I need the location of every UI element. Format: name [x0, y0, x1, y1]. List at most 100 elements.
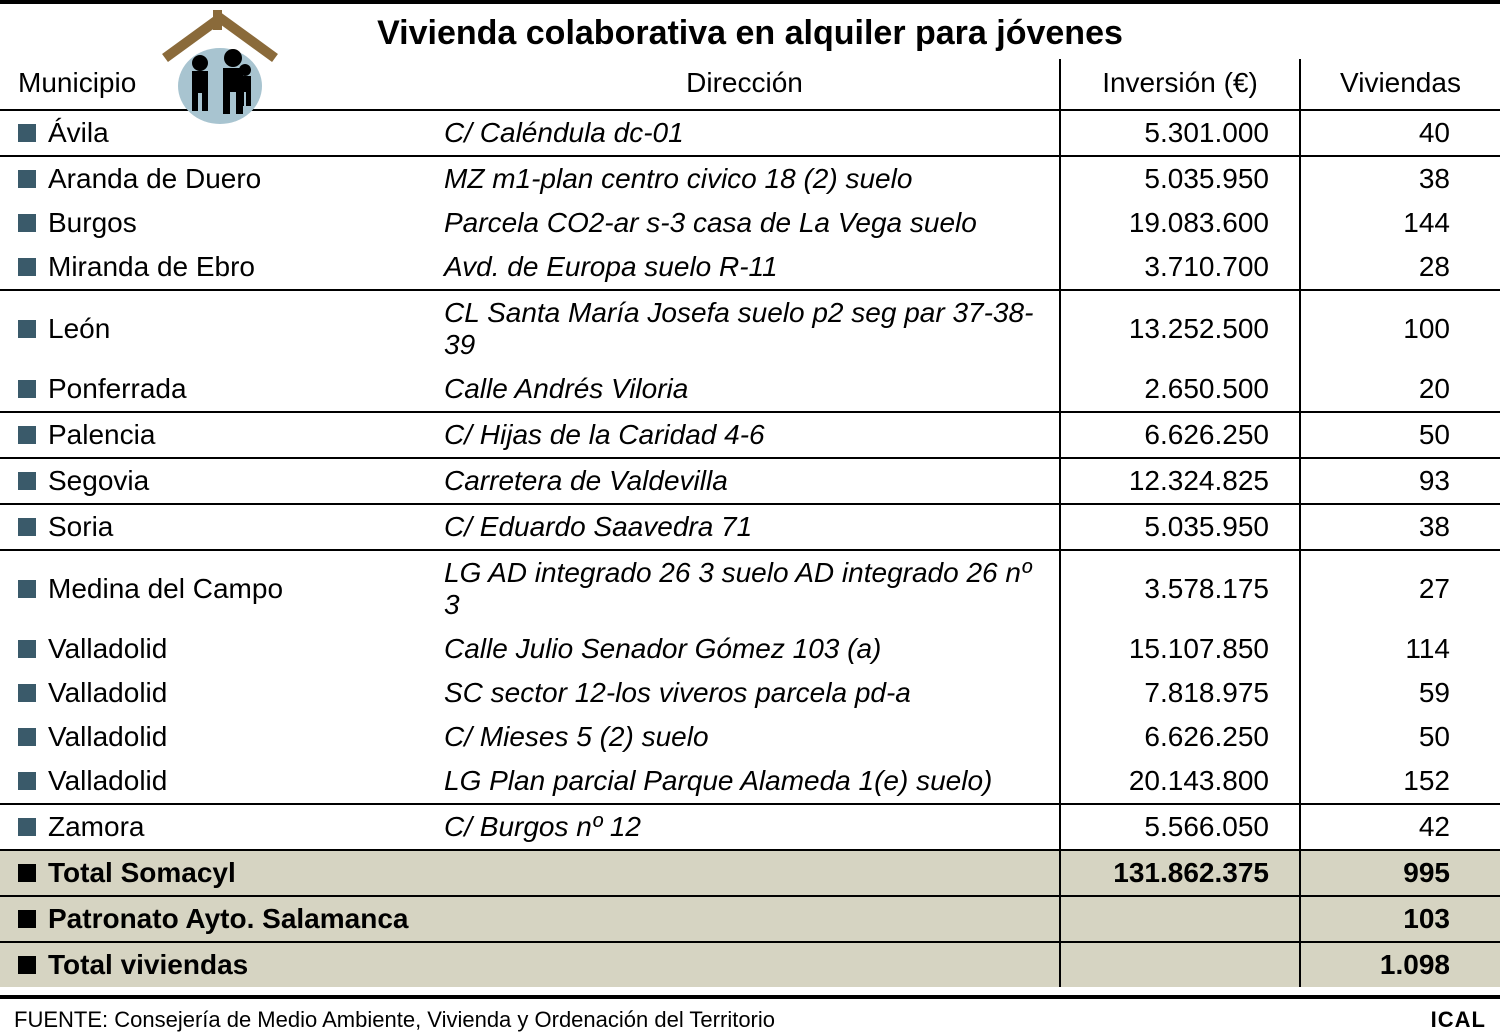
table-row: Miranda de Ebro Avd. de Europa suelo R-11…: [0, 245, 1500, 290]
municipio-label: Valladolid: [48, 721, 167, 752]
cell-municipio: Valladolid: [0, 759, 430, 804]
cell-direccion: C/ Burgos nº 12: [430, 804, 1060, 850]
cell-inversion: 6.626.250: [1060, 715, 1300, 759]
cell-municipio: Miranda de Ebro: [0, 245, 430, 290]
bullet-icon: [18, 728, 36, 746]
municipio-label: León: [48, 313, 110, 344]
cell-municipio: Zamora: [0, 804, 430, 850]
cell-direccion: C/ Mieses 5 (2) suelo: [430, 715, 1060, 759]
bullet-icon: [18, 170, 36, 188]
summary-inversion: [1060, 896, 1300, 942]
municipio-label: Ponferrada: [48, 373, 187, 404]
cell-municipio: León: [0, 290, 430, 367]
bullet-icon: [18, 956, 36, 974]
cell-viviendas: 50: [1300, 715, 1500, 759]
cell-municipio: Valladolid: [0, 715, 430, 759]
municipio-label: Miranda de Ebro: [48, 251, 255, 282]
table-row: ValladolidSC sector 12-los viveros parce…: [0, 671, 1500, 715]
municipio-label: Soria: [48, 511, 113, 542]
cell-inversion: 15.107.850: [1060, 627, 1300, 671]
cell-direccion: SC sector 12-los viveros parcela pd-a: [430, 671, 1060, 715]
cell-inversion: 12.324.825: [1060, 458, 1300, 504]
table-row: SegoviaCarretera de Valdevilla12.324.825…: [0, 458, 1500, 504]
summary-label-cell: Patronato Ayto. Salamanca: [0, 896, 430, 942]
summary-viviendas: 995: [1300, 850, 1500, 896]
bullet-icon: [18, 910, 36, 928]
cell-direccion: C/ Eduardo Saavedra 71: [430, 504, 1060, 550]
summary-label: Total Somacyl: [48, 857, 236, 888]
cell-direccion: Calle Julio Senador Gómez 103 (a): [430, 627, 1060, 671]
cell-viviendas: 50: [1300, 412, 1500, 458]
cell-direccion: C/ Caléndula dc-01: [430, 110, 1060, 156]
municipio-label: Palencia: [48, 419, 155, 450]
summary-label-cell: Total Somacyl: [0, 850, 430, 896]
cell-inversion: 3.710.700: [1060, 245, 1300, 290]
summary-viviendas: 103: [1300, 896, 1500, 942]
summary-label: Total viviendas: [48, 949, 248, 980]
table-row: BurgosParcela CO2-ar s-3 casa de La Vega…: [0, 201, 1500, 245]
table-row: ZamoraC/ Burgos nº 125.566.05042: [0, 804, 1500, 850]
cell-direccion: Avd. de Europa suelo R-11: [430, 245, 1060, 290]
table-row: PonferradaCalle Andrés Viloria2.650.5002…: [0, 367, 1500, 412]
cell-inversion: 7.818.975: [1060, 671, 1300, 715]
cell-municipio: Burgos: [0, 201, 430, 245]
cell-viviendas: 28: [1300, 245, 1500, 290]
brand-text: ICAL: [1431, 1007, 1486, 1033]
bullet-icon: [18, 472, 36, 490]
cell-inversion: 5.035.950: [1060, 156, 1300, 201]
table-row: Aranda de DueroMZ m1-plan centro civico …: [0, 156, 1500, 201]
cell-viviendas: 20: [1300, 367, 1500, 412]
bullet-icon: [18, 380, 36, 398]
cell-direccion: LG AD integrado 26 3 suelo AD integrado …: [430, 550, 1060, 627]
footer: FUENTE: Consejería de Medio Ambiente, Vi…: [0, 999, 1500, 1033]
summary-viviendas: 1.098: [1300, 942, 1500, 987]
municipio-label: Ávila: [48, 117, 109, 148]
cell-viviendas: 59: [1300, 671, 1500, 715]
cell-viviendas: 100: [1300, 290, 1500, 367]
municipio-label: Zamora: [48, 811, 144, 842]
table-row: Medina del Campo LG AD integrado 26 3 sue…: [0, 550, 1500, 627]
cell-viviendas: 152: [1300, 759, 1500, 804]
bullet-icon: [18, 320, 36, 338]
summary-row: Total viviendas 1.098: [0, 942, 1500, 987]
table-container: Vivienda colaborativa en alquiler para j…: [0, 0, 1500, 999]
municipio-label: Medina del Campo: [48, 573, 283, 604]
source-text: FUENTE: Consejería de Medio Ambiente, Vi…: [14, 1007, 775, 1033]
cell-municipio: Segovia: [0, 458, 430, 504]
bullet-icon: [18, 214, 36, 232]
table-row: PalenciaC/ Hijas de la Caridad 4-66.626.…: [0, 412, 1500, 458]
col-viviendas: Viviendas: [1300, 59, 1500, 110]
cell-direccion: LG Plan parcial Parque Alameda 1(e) suel…: [430, 759, 1060, 804]
bullet-icon: [18, 518, 36, 536]
bullet-icon: [18, 580, 36, 598]
cell-viviendas: 40: [1300, 110, 1500, 156]
cell-inversion: 6.626.250: [1060, 412, 1300, 458]
bullet-icon: [18, 426, 36, 444]
cell-municipio: Ponferrada: [0, 367, 430, 412]
cell-inversion: 20.143.800: [1060, 759, 1300, 804]
cell-municipio: Medina del Campo: [0, 550, 430, 627]
data-table: Municipio Dirección Inversión (€) Vivien…: [0, 59, 1500, 987]
cell-viviendas: 38: [1300, 504, 1500, 550]
bullet-icon: [18, 772, 36, 790]
cell-municipio: Valladolid: [0, 627, 430, 671]
summary-empty: [430, 896, 1060, 942]
summary-label-cell: Total viviendas: [0, 942, 430, 987]
cell-municipio: Valladolid: [0, 671, 430, 715]
col-direccion: Dirección: [430, 59, 1060, 110]
table-row: León CL Santa María Josefa suelo p2 seg p…: [0, 290, 1500, 367]
cell-direccion: CL Santa María Josefa suelo p2 seg par 3…: [430, 290, 1060, 367]
cell-viviendas: 93: [1300, 458, 1500, 504]
cell-municipio: Soria: [0, 504, 430, 550]
summary-empty: [430, 850, 1060, 896]
cell-viviendas: 27: [1300, 550, 1500, 627]
house-people-icon: [155, 8, 285, 128]
cell-inversion: 13.252.500: [1060, 290, 1300, 367]
cell-municipio: Palencia: [0, 412, 430, 458]
summary-row: Patronato Ayto. Salamanca 103: [0, 896, 1500, 942]
summary-inversion: [1060, 942, 1300, 987]
bullet-icon: [18, 864, 36, 882]
municipio-label: Burgos: [48, 207, 137, 238]
bullet-icon: [18, 818, 36, 836]
col-inversion: Inversión (€): [1060, 59, 1300, 110]
